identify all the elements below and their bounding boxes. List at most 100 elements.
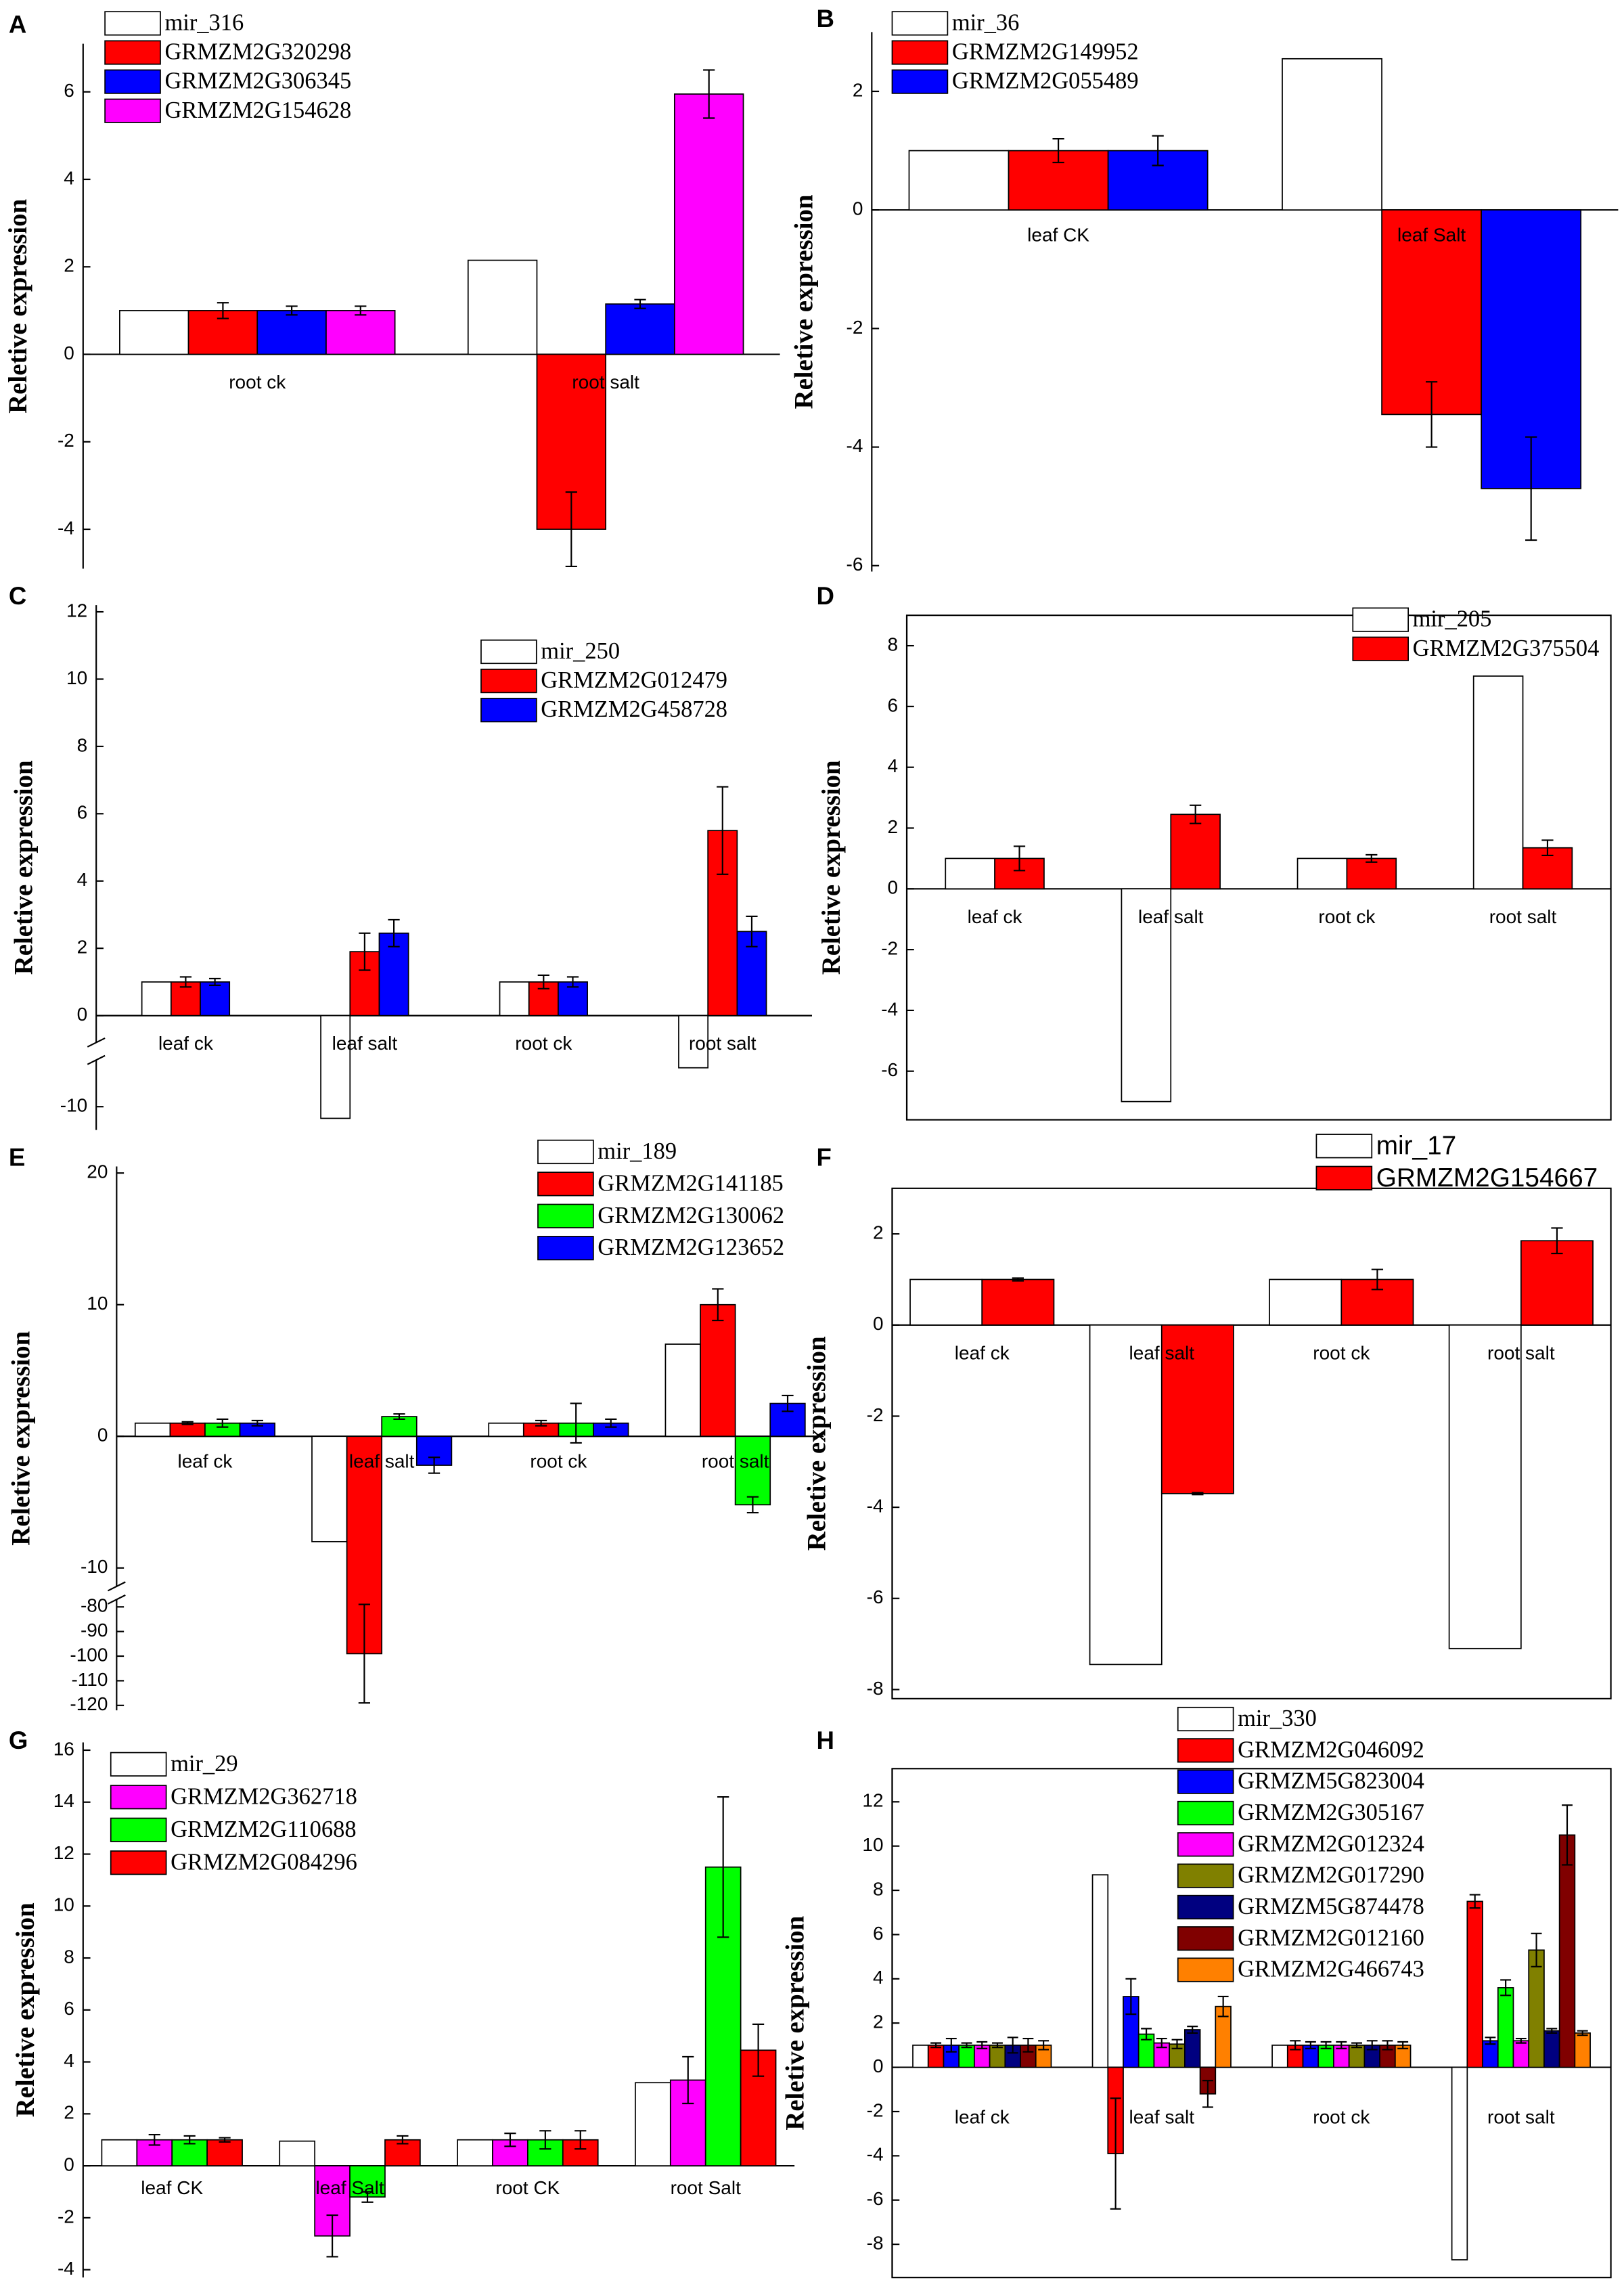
y-tick-label: 6 [64, 80, 74, 101]
bar [467, 259, 538, 355]
legend-swatch [1177, 1769, 1234, 1794]
y-axis-label: Reletive expression [6, 1331, 35, 1546]
bar [1512, 2040, 1530, 2068]
legend-label: GRMZM2G012160 [1238, 1925, 1424, 1951]
y-tick-label: -2 [58, 430, 74, 451]
y-tick-label: 6 [77, 802, 88, 823]
legend-swatch [1177, 1738, 1234, 1763]
bar [605, 303, 675, 355]
legend-label: GRMZM2G466743 [1238, 1957, 1424, 1982]
y-tick-label: 14 [53, 1790, 74, 1811]
legend-swatch [104, 98, 161, 123]
y-tick-label: -2 [881, 937, 898, 958]
bar [912, 2045, 929, 2068]
legend-label: mir_330 [1238, 1706, 1317, 1731]
legend-swatch [1315, 1165, 1373, 1190]
legend-label: GRMZM2G012479 [541, 667, 727, 693]
y-tick-label: 4 [64, 167, 74, 188]
y-tick-label: 20 [87, 1161, 108, 1182]
bar [927, 2045, 945, 2068]
axis-break [87, 1054, 106, 1065]
panel-letter: A [9, 10, 26, 38]
legend-swatch [110, 1850, 167, 1875]
y-tick-label: 0 [873, 2055, 884, 2076]
bar [325, 310, 396, 355]
bar [635, 2082, 671, 2166]
y-tick-label: 6 [888, 694, 899, 715]
y-tick-label: 12 [53, 1842, 74, 1863]
category-label: leaf CK [1027, 224, 1089, 245]
category-label: root ck [1318, 906, 1376, 927]
legend-label: GRMZM2G320298 [164, 39, 351, 65]
legend-swatch [537, 1236, 594, 1261]
legend-swatch [1177, 1832, 1234, 1857]
bar [457, 2139, 493, 2166]
bar [1170, 814, 1221, 890]
legend-label: GRMZM2G017290 [1238, 1863, 1424, 1888]
category-label: leaf salt [349, 1450, 415, 1471]
legend-label: GRMZM2G141185 [597, 1170, 784, 1196]
y-tick-label: 10 [66, 667, 87, 688]
bar [1183, 2029, 1201, 2068]
bar [1448, 1324, 1522, 1649]
bar [989, 2045, 1006, 2068]
legend-swatch [537, 1203, 594, 1228]
y-tick-label: -6 [846, 554, 863, 575]
bar [1497, 1987, 1514, 2068]
y-tick-label: -10 [81, 1556, 108, 1577]
category-label: root ck [515, 1033, 572, 1054]
legend-label: GRMZM2G055489 [952, 68, 1139, 94]
y-tick-label: -6 [867, 1586, 884, 1607]
legend-swatch [104, 40, 161, 65]
y-tick-label: -4 [58, 517, 74, 538]
bar [1089, 1324, 1163, 1666]
bar [134, 1422, 171, 1438]
y-tick-label: -2 [867, 2099, 884, 2120]
legend-label: GRMZM2G458728 [541, 696, 727, 722]
legend-swatch [480, 698, 537, 723]
y-tick-label: 8 [77, 734, 88, 755]
category-label: leaf Salt [315, 2177, 384, 2198]
panel-letter: B [816, 5, 834, 32]
y-tick-label: 16 [53, 1738, 74, 1759]
y-axis-label: Reletive expression [11, 1902, 40, 2117]
y-tick-label: -2 [846, 317, 863, 338]
category-label: root Salt [671, 2177, 741, 2198]
y-tick-label: 0 [97, 1425, 108, 1446]
category-label: leaf Salt [1397, 224, 1466, 245]
bar [279, 2140, 316, 2166]
y-tick-label: 10 [87, 1293, 108, 1314]
y-tick-label: 0 [853, 198, 863, 219]
y-tick-label: -8 [867, 1678, 884, 1699]
legend-label: GRMZM2G012324 [1238, 1831, 1424, 1856]
bar [200, 981, 231, 1017]
y-tick-label: -90 [81, 1620, 108, 1641]
category-label: root salt [1487, 2106, 1555, 2127]
y-axis-label: Reletive expression [817, 760, 846, 975]
bar [908, 150, 1010, 211]
y-tick-label: 2 [64, 2102, 74, 2123]
y-tick-label: -4 [867, 2144, 884, 2165]
legend-swatch [1177, 1800, 1234, 1826]
y-tick-label: 2 [873, 1222, 884, 1243]
legend-swatch [1177, 1706, 1234, 1732]
panel-letter: D [816, 582, 834, 610]
bar [981, 1278, 1055, 1326]
bar [320, 1015, 351, 1119]
y-tick-label: -80 [81, 1595, 108, 1616]
bar [1121, 888, 1172, 1102]
bar [119, 310, 189, 355]
legend-swatch [1177, 1863, 1234, 1888]
legend-label: mir_189 [597, 1138, 677, 1164]
y-tick-label: -4 [867, 1495, 884, 1516]
axis-break [107, 1581, 126, 1592]
y-tick-label: 12 [66, 600, 87, 621]
panel-letter: H [816, 1726, 834, 1754]
bar [311, 1435, 348, 1542]
category-label: leaf salt [1129, 2106, 1195, 2127]
y-tick-label: -4 [58, 2258, 74, 2279]
category-label: leaf salt [1129, 1342, 1195, 1363]
legend-swatch [537, 1172, 594, 1197]
bar [1451, 2066, 1468, 2260]
category-label: leaf ck [158, 1033, 214, 1054]
